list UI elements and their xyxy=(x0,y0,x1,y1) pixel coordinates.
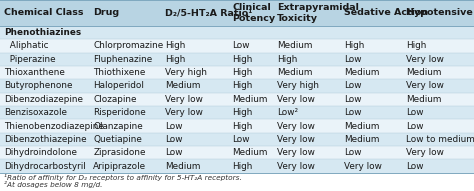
Text: High: High xyxy=(232,55,253,64)
Text: Low: Low xyxy=(344,108,361,117)
Text: Very low: Very low xyxy=(165,95,203,104)
Text: Very high: Very high xyxy=(165,68,207,77)
Text: Ziprasidone: Ziprasidone xyxy=(93,148,146,157)
Text: Low: Low xyxy=(232,135,250,144)
Text: Low: Low xyxy=(165,121,182,131)
Text: Piperazine: Piperazine xyxy=(4,55,55,64)
Text: High: High xyxy=(406,41,426,50)
Bar xyxy=(0,159,474,173)
Text: Very low: Very low xyxy=(406,148,444,157)
Bar xyxy=(0,66,474,79)
Text: Medium: Medium xyxy=(344,68,379,77)
Text: Medium: Medium xyxy=(232,95,268,104)
Bar xyxy=(0,133,474,146)
Text: Clinical
Potency: Clinical Potency xyxy=(232,3,275,23)
Text: Thienobenzodiazepine: Thienobenzodiazepine xyxy=(4,121,104,131)
Text: Haloperidol: Haloperidol xyxy=(93,81,144,91)
Text: Medium: Medium xyxy=(165,162,201,171)
Text: Extrapyramidal
Toxicity: Extrapyramidal Toxicity xyxy=(277,3,359,23)
Text: Dibenzothiazepine: Dibenzothiazepine xyxy=(4,135,86,144)
Text: High: High xyxy=(232,121,253,131)
Text: Drug: Drug xyxy=(93,8,119,17)
Text: Quetiapine: Quetiapine xyxy=(93,135,142,144)
Text: Hypotensive Actions: Hypotensive Actions xyxy=(406,8,474,17)
Text: Medium: Medium xyxy=(344,135,379,144)
Text: Low: Low xyxy=(165,135,182,144)
Text: High: High xyxy=(232,68,253,77)
Text: Dihydrocarbostyril: Dihydrocarbostyril xyxy=(4,162,85,171)
Text: Medium: Medium xyxy=(406,68,441,77)
Text: Very low: Very low xyxy=(406,81,444,91)
Bar xyxy=(0,79,474,93)
Text: Dihydroindolone: Dihydroindolone xyxy=(4,148,77,157)
Text: Medium: Medium xyxy=(277,41,312,50)
Text: High: High xyxy=(344,41,364,50)
Text: Medium: Medium xyxy=(165,81,201,91)
Text: Low: Low xyxy=(406,108,423,117)
Text: Clozapine: Clozapine xyxy=(93,95,137,104)
Text: High: High xyxy=(232,81,253,91)
Text: High: High xyxy=(165,55,185,64)
Bar xyxy=(0,26,474,39)
Text: Medium: Medium xyxy=(232,148,268,157)
Text: Chemical Class: Chemical Class xyxy=(4,8,83,17)
Text: Very low: Very low xyxy=(277,95,315,104)
Text: Very low: Very low xyxy=(406,55,444,64)
Text: Low: Low xyxy=(344,81,361,91)
Text: Chlorpromazine: Chlorpromazine xyxy=(93,41,164,50)
Text: Very low: Very low xyxy=(277,148,315,157)
Bar xyxy=(0,93,474,106)
Text: Aliphatic: Aliphatic xyxy=(4,41,48,50)
Text: Medium: Medium xyxy=(344,121,379,131)
Text: Very low: Very low xyxy=(277,162,315,171)
Text: Low: Low xyxy=(344,55,361,64)
Text: Phenothiazines: Phenothiazines xyxy=(4,28,81,37)
Text: Thiothixene: Thiothixene xyxy=(93,68,146,77)
Text: D₂/5-HT₂A Ratio¹: D₂/5-HT₂A Ratio¹ xyxy=(165,8,253,17)
Text: High: High xyxy=(165,41,185,50)
Text: Risperidone: Risperidone xyxy=(93,108,146,117)
Text: Aripiprazole: Aripiprazole xyxy=(93,162,146,171)
Bar xyxy=(0,53,474,66)
Text: Medium: Medium xyxy=(277,68,312,77)
Text: Very low: Very low xyxy=(165,108,203,117)
Text: ¹Ratio of affinity for D₂ receptors to affinity for 5-HT₂A receptors.: ¹Ratio of affinity for D₂ receptors to a… xyxy=(4,174,242,181)
Text: Benzisoxazole: Benzisoxazole xyxy=(4,108,67,117)
Text: Very low: Very low xyxy=(277,135,315,144)
Text: Low: Low xyxy=(165,148,182,157)
Text: Thioxanthene: Thioxanthene xyxy=(4,68,64,77)
Text: High: High xyxy=(232,162,253,171)
Text: Very high: Very high xyxy=(277,81,319,91)
Text: High: High xyxy=(232,108,253,117)
Text: Low to medium: Low to medium xyxy=(406,135,474,144)
Bar xyxy=(0,0,474,26)
Text: Sedative Action: Sedative Action xyxy=(344,8,428,17)
Text: Very low: Very low xyxy=(277,121,315,131)
Text: Dibenzodiazepine: Dibenzodiazepine xyxy=(4,95,83,104)
Text: Low: Low xyxy=(406,121,423,131)
Text: Medium: Medium xyxy=(406,95,441,104)
Text: Low: Low xyxy=(344,148,361,157)
Text: Low: Low xyxy=(406,162,423,171)
Text: Fluphenazine: Fluphenazine xyxy=(93,55,152,64)
Bar xyxy=(0,106,474,119)
Text: Very low: Very low xyxy=(344,162,382,171)
Text: Low²: Low² xyxy=(277,108,298,117)
Text: ²At dosages below 8 mg/d.: ²At dosages below 8 mg/d. xyxy=(4,181,102,188)
Text: Low: Low xyxy=(344,95,361,104)
Text: Butyrophenone: Butyrophenone xyxy=(4,81,73,91)
Text: Low: Low xyxy=(232,41,250,50)
Bar xyxy=(0,146,474,159)
Bar xyxy=(0,39,474,53)
Text: Olanzapine: Olanzapine xyxy=(93,121,143,131)
Text: High: High xyxy=(277,55,297,64)
Bar xyxy=(0,119,474,133)
